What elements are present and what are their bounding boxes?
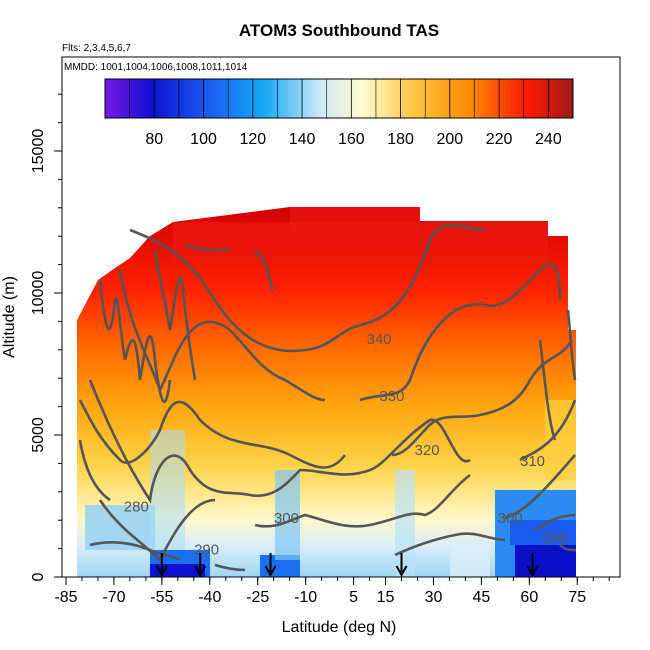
cold-patch bbox=[150, 430, 185, 550]
x-tick-label: 30 bbox=[425, 589, 443, 606]
cold-patch bbox=[395, 470, 415, 577]
x-tick-label: -70 bbox=[102, 589, 125, 606]
colorbar-tick-label: 120 bbox=[239, 131, 266, 148]
colorbar-tick-label: 160 bbox=[338, 131, 365, 148]
heatmap-cap bbox=[173, 222, 548, 262]
colorbar-ticks: 80 100 120 140 160 180 200 220 240 bbox=[129, 79, 574, 148]
contour-label: 300 bbox=[274, 510, 299, 527]
colorbar-tick-label: 180 bbox=[387, 131, 414, 148]
flight-marker-arrowhead bbox=[194, 565, 207, 578]
x-tick-label: 45 bbox=[473, 589, 491, 606]
y-tick-label: 15000 bbox=[30, 129, 47, 174]
contour-labels: 340 330 320 310 300 300 290 290 280 bbox=[124, 331, 568, 558]
x-tick-label: -25 bbox=[246, 589, 269, 606]
cold-patch bbox=[515, 545, 576, 577]
cold-patch bbox=[150, 564, 205, 577]
chart-title: ATOM3 Southbound TAS bbox=[239, 21, 439, 40]
contour-280 bbox=[78, 439, 577, 552]
colorbar-tick-label: 100 bbox=[190, 131, 217, 148]
contours bbox=[78, 224, 577, 572]
y-axis-label: Altitude (m) bbox=[1, 276, 18, 358]
flight-markers bbox=[155, 553, 539, 578]
colorbar-tick-label: 240 bbox=[535, 131, 562, 148]
contour-label: 290 bbox=[542, 530, 567, 547]
contour-300 bbox=[98, 454, 576, 563]
x-tick-label: 5 bbox=[349, 589, 358, 606]
contour-label: 310 bbox=[520, 453, 545, 470]
x-tick-label: -10 bbox=[294, 589, 317, 606]
dates-annotation: MMDD: 1001,1004,1006,1008,1011,1014 bbox=[64, 62, 248, 73]
colorbar: 80 100 120 140 160 180 200 220 240 bbox=[104, 78, 574, 148]
x-tick-label: -85 bbox=[54, 589, 77, 606]
flight-marker-arrowhead bbox=[264, 565, 277, 578]
x-tick-label: 15 bbox=[377, 589, 395, 606]
x-tick-label: 75 bbox=[568, 589, 586, 606]
contour-spike bbox=[184, 243, 274, 291]
contour-290 bbox=[89, 513, 576, 572]
flight-marker-arrowhead bbox=[526, 565, 539, 578]
contour-340 bbox=[129, 224, 486, 353]
colorbar-gradient bbox=[104, 78, 574, 119]
contour-label: 290 bbox=[194, 541, 219, 558]
y-axis: 0 5000 10000 15000 bbox=[30, 57, 63, 581]
y-tick-label: 5000 bbox=[30, 417, 47, 453]
flight-marker-arrowhead bbox=[395, 565, 408, 578]
x-tick-label: -40 bbox=[198, 589, 221, 606]
x-axis-label: Latitude (deg N) bbox=[282, 619, 397, 636]
x-axis: -85 -70 -55 -40 -25 -10 5 15 30 45 60 75 bbox=[54, 576, 620, 606]
colorbar-tick-label: 200 bbox=[436, 131, 463, 148]
contour-label: 280 bbox=[124, 499, 149, 516]
contour-label: 340 bbox=[367, 331, 392, 348]
contour-spike bbox=[153, 249, 197, 381]
contour-spike bbox=[98, 279, 172, 404]
x-tick-label: 60 bbox=[520, 589, 538, 606]
y-tick-label: 0 bbox=[30, 572, 47, 581]
contour-label: 330 bbox=[379, 388, 404, 405]
flights-annotation: Flts: 2,3,4,5,6,7 bbox=[62, 43, 131, 54]
contour-310 bbox=[88, 379, 577, 504]
cold-patch bbox=[275, 470, 300, 560]
colorbar-tick-label: 140 bbox=[289, 131, 316, 148]
colorbar-tick-label: 220 bbox=[486, 131, 513, 148]
contour-label: 300 bbox=[498, 510, 523, 527]
y-tick-label: 10000 bbox=[30, 271, 47, 316]
cold-patch bbox=[450, 540, 490, 577]
contour-label: 320 bbox=[415, 442, 440, 459]
flight-marker-arrowhead bbox=[155, 565, 168, 578]
colorbar-tick-label: 80 bbox=[145, 131, 163, 148]
x-tick-label: -55 bbox=[150, 589, 173, 606]
contour-spike bbox=[538, 309, 577, 441]
